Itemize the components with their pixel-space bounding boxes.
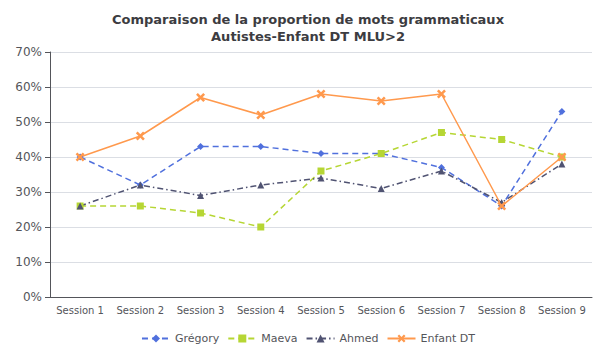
svg-text:50%: 50% — [15, 115, 42, 129]
svg-text:Session 8: Session 8 — [478, 305, 526, 316]
svg-text:70%: 70% — [15, 45, 42, 59]
svg-text:20%: 20% — [15, 220, 42, 234]
svg-text:Session 4: Session 4 — [237, 305, 285, 316]
svg-text:Comparaison de la proportion d: Comparaison de la proportion de mots gra… — [112, 12, 505, 27]
svg-text:Maeva: Maeva — [261, 332, 297, 345]
svg-text:Session 7: Session 7 — [418, 305, 466, 316]
svg-text:Session 5: Session 5 — [297, 305, 345, 316]
svg-text:0%: 0% — [23, 290, 42, 304]
svg-text:Enfant DT: Enfant DT — [421, 332, 476, 345]
svg-text:60%: 60% — [15, 80, 42, 94]
svg-text:30%: 30% — [15, 185, 42, 199]
svg-text:40%: 40% — [15, 150, 42, 164]
svg-text:Session 1: Session 1 — [56, 305, 104, 316]
svg-text:Autistes-Enfant DT MLU>2: Autistes-Enfant DT MLU>2 — [211, 29, 405, 44]
svg-text:Session 9: Session 9 — [538, 305, 586, 316]
svg-text:Session 3: Session 3 — [177, 305, 225, 316]
svg-text:10%: 10% — [15, 255, 42, 269]
svg-text:Grégory: Grégory — [175, 332, 220, 345]
svg-text:Session 6: Session 6 — [357, 305, 405, 316]
svg-text:Session 2: Session 2 — [116, 305, 164, 316]
svg-text:Ahmed: Ahmed — [340, 332, 379, 345]
